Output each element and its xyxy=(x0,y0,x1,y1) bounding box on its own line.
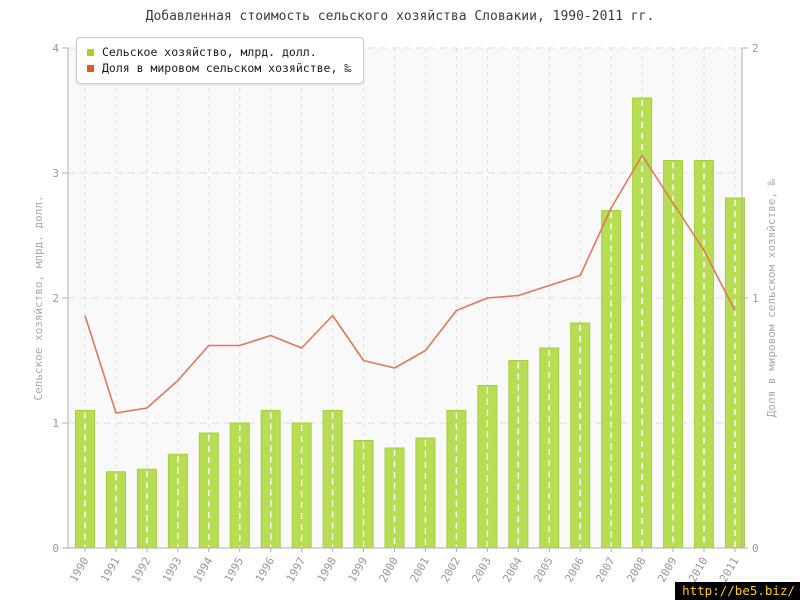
y-axis-left-title: Сельское хозяйство, млрд. долл. xyxy=(32,195,45,400)
svg-text:2: 2 xyxy=(752,42,759,55)
svg-text:2001: 2001 xyxy=(408,555,433,584)
svg-text:2008: 2008 xyxy=(624,555,649,584)
svg-text:1996: 1996 xyxy=(253,555,278,584)
svg-text:1998: 1998 xyxy=(315,555,340,584)
svg-text:0: 0 xyxy=(752,542,759,555)
svg-text:1: 1 xyxy=(52,417,59,430)
svg-text:2010: 2010 xyxy=(686,555,711,584)
legend-label-world-share: Доля в мировом сельском хозяйстве, ‰ xyxy=(102,61,352,75)
svg-text:1990: 1990 xyxy=(67,555,92,584)
line-series-world-share[interactable] xyxy=(84,154,736,414)
svg-text:2003: 2003 xyxy=(469,555,494,584)
svg-text:1999: 1999 xyxy=(346,555,371,584)
svg-text:4: 4 xyxy=(52,42,59,55)
svg-text:1995: 1995 xyxy=(222,555,247,584)
source-url-link[interactable]: http://be5.biz/ xyxy=(675,582,800,600)
svg-text:2011: 2011 xyxy=(717,555,742,584)
svg-text:1994: 1994 xyxy=(191,555,216,585)
x-axis-labels: 1990 1991 1992 1993 1994 1995 1996 1997 1998 1999… xyxy=(67,555,741,585)
svg-text:2000: 2000 xyxy=(377,555,402,584)
y-axis-left-labels: 0 1 2 3 4 xyxy=(52,42,59,555)
legend-marker-agriculture-icon xyxy=(87,48,94,56)
svg-text:2: 2 xyxy=(52,292,59,305)
svg-text:2004: 2004 xyxy=(500,555,525,585)
svg-text:2005: 2005 xyxy=(531,555,556,584)
svg-text:2006: 2006 xyxy=(562,555,587,584)
axes xyxy=(62,47,748,552)
svg-text:1997: 1997 xyxy=(284,555,309,584)
legend-label-agriculture: Сельское хозяйство, млрд. долл. xyxy=(102,45,317,59)
svg-text:1: 1 xyxy=(752,292,759,305)
chart-title: Добавленная стоимость сельского хозяйств… xyxy=(145,9,655,24)
svg-text:3: 3 xyxy=(52,167,59,180)
bar-series-agriculture xyxy=(75,97,745,549)
svg-text:1991: 1991 xyxy=(98,555,123,584)
y-axis-right-title: Доля в мировом сельском хозяйстве, ‰ xyxy=(765,178,778,417)
svg-text:2009: 2009 xyxy=(655,555,680,584)
svg-text:1992: 1992 xyxy=(129,555,154,584)
y-axis-right-labels: 0 1 2 xyxy=(752,42,759,555)
svg-text:2002: 2002 xyxy=(438,555,463,584)
svg-text:1993: 1993 xyxy=(160,555,185,584)
legend: Сельское хозяйство, млрд. долл. Доля в м… xyxy=(76,37,365,84)
svg-text:2007: 2007 xyxy=(593,555,618,584)
legend-marker-world-share-icon xyxy=(87,64,94,72)
svg-text:0: 0 xyxy=(52,542,59,555)
legend-item-world-share[interactable]: Доля в мировом сельском хозяйстве, ‰ xyxy=(87,61,351,75)
legend-item-agriculture[interactable]: Сельское хозяйство, млрд. долл. xyxy=(87,45,351,59)
